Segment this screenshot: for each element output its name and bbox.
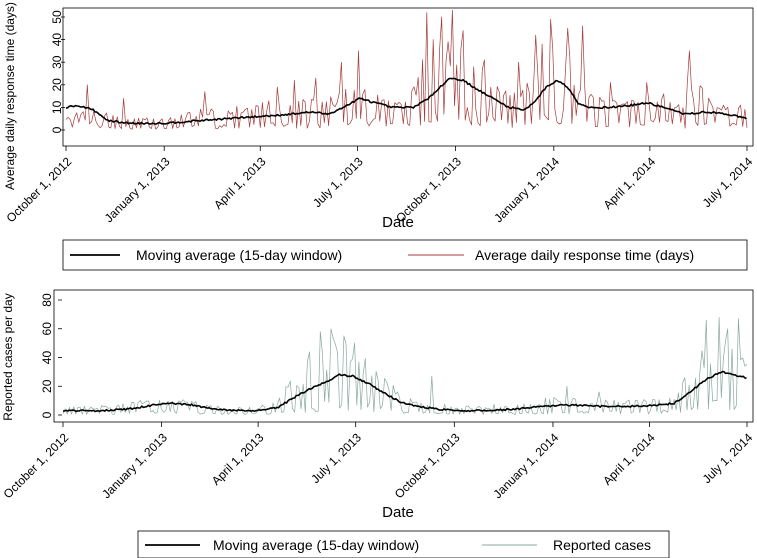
x-tick-label: October 1, 2012 bbox=[1, 430, 72, 501]
x-tick-label: July 1, 2013 bbox=[310, 154, 366, 210]
y-ticks-1: 0 10 20 30 40 50 bbox=[50, 10, 65, 133]
plot-area-1 bbox=[62, 7, 754, 147]
x-axis-label-2: Date bbox=[382, 504, 414, 521]
y-ticks-2: 0 20 40 60 80 bbox=[40, 293, 62, 418]
series-response-time bbox=[65, 9, 748, 130]
x-tick-label: January 1, 2014 bbox=[491, 154, 562, 225]
y-axis-label-2: Reported cases per day bbox=[1, 293, 15, 420]
x-ticks-1: October 1, 2012 January 1, 2013 April 1, 2… bbox=[4, 146, 756, 225]
series-moving-average-1 bbox=[65, 77, 747, 125]
y-tick-label: 40 bbox=[50, 33, 64, 47]
y-tick-label: 50 bbox=[50, 10, 64, 24]
y-tick-label: 30 bbox=[50, 55, 64, 69]
legend-box-2 bbox=[137, 530, 670, 558]
line-moving-average bbox=[65, 77, 747, 125]
y-tick-label: 0 bbox=[50, 126, 64, 133]
y-tick-label: 20 bbox=[50, 78, 64, 92]
x-tick-label: January 1, 2013 bbox=[102, 154, 173, 225]
legend-label-reported-cases: Reported cases bbox=[553, 537, 651, 553]
x-tick-label: April 1, 2013 bbox=[209, 430, 267, 488]
y-tick-label: 60 bbox=[40, 322, 54, 336]
x-tick-label: January 1, 2013 bbox=[99, 430, 170, 501]
x-tick-label: April 1, 2014 bbox=[601, 154, 659, 212]
legend-box-1 bbox=[62, 239, 748, 271]
panel-response-time: 0 10 20 30 40 50 October 1, 2012 January 1, 20… bbox=[3, 2, 756, 271]
line-response-time bbox=[65, 9, 748, 130]
legend-label-response-time: Average daily response time (days) bbox=[475, 247, 694, 263]
y-tick-label: 20 bbox=[40, 379, 54, 393]
legend-1: Moving average (15-day window) Average d… bbox=[62, 239, 748, 271]
x-tick-label: April 1, 2013 bbox=[211, 154, 269, 212]
x-tick-label: July 1, 2013 bbox=[308, 430, 364, 486]
y-tick-label: 10 bbox=[50, 100, 64, 114]
x-tick-label: January 1, 2014 bbox=[491, 430, 562, 501]
x-ticks-2: October 1, 2012 January 1, 2013 April 1, 2… bbox=[1, 422, 756, 501]
x-tick-label: July 1, 2014 bbox=[700, 154, 756, 210]
y-tick-label: 80 bbox=[40, 293, 54, 307]
legend-2: Moving average (15-day window) Reported … bbox=[137, 530, 670, 558]
series-moving-average-2 bbox=[62, 370, 747, 413]
series-reported-cases bbox=[62, 316, 748, 415]
y-tick-label: 40 bbox=[40, 351, 54, 365]
x-tick-label: July 1, 2014 bbox=[700, 430, 756, 486]
y-tick-label: 0 bbox=[40, 411, 54, 418]
legend-label-moving-average-1: Moving average (15-day window) bbox=[136, 247, 342, 263]
line-moving-average bbox=[62, 370, 747, 413]
panel-reported-cases: 0 20 40 60 80 October 1, 2012 January 1, 2013… bbox=[1, 289, 756, 558]
plot-area-2 bbox=[53, 289, 754, 423]
x-tick-label: October 1, 2013 bbox=[392, 430, 463, 501]
x-tick-label: April 1, 2014 bbox=[600, 430, 658, 488]
legend-label-moving-average-2: Moving average (15-day window) bbox=[213, 537, 419, 553]
x-axis-label-1: Date bbox=[382, 214, 414, 231]
line-reported-cases bbox=[62, 316, 748, 415]
y-axis-label-1: Average daily response time (days) bbox=[3, 2, 17, 190]
